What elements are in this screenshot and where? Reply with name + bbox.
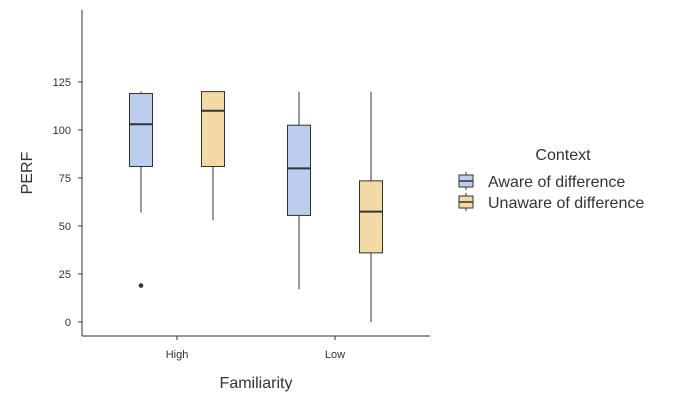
legend-item-aware: Aware of difference — [458, 172, 625, 191]
box-unaware-low — [359, 91, 383, 322]
outlier-point — [138, 283, 144, 288]
y-tick-label: 50 — [59, 221, 71, 233]
legend-title: Context — [535, 147, 591, 164]
y-tick-label: 0 — [65, 317, 71, 329]
x-tick-label: High — [166, 349, 189, 361]
box-unaware-high — [201, 91, 225, 221]
y-axis-ticks: 0 25 50 75 100 125 — [53, 77, 82, 329]
box-body — [287, 124, 311, 216]
plot-area — [129, 91, 383, 322]
y-tick-label: 25 — [59, 269, 71, 281]
y-axis-title: PERF — [19, 151, 36, 194]
legend-key — [458, 172, 474, 190]
x-tick-label: Low — [325, 349, 345, 361]
box-body — [359, 180, 383, 254]
legend-label: Aware of difference — [488, 174, 625, 191]
y-tick-label: 125 — [53, 77, 71, 89]
box-body — [201, 91, 225, 167]
x-axis-ticks: High Low — [166, 336, 345, 361]
box-aware-low — [287, 91, 311, 290]
legend-item-unaware: Unaware of difference — [458, 193, 644, 212]
box-aware-high — [129, 91, 153, 288]
x-axis-title: Familiarity — [220, 375, 293, 392]
y-tick-label: 100 — [53, 125, 71, 137]
legend-label: Unaware of difference — [488, 195, 644, 212]
legend-key — [458, 193, 474, 211]
legend-items: Aware of difference Unaware of difference — [458, 172, 644, 212]
y-tick-label: 75 — [59, 173, 71, 185]
box-body — [129, 93, 153, 167]
legend: Context Aware of difference Unaware of di… — [458, 147, 644, 212]
